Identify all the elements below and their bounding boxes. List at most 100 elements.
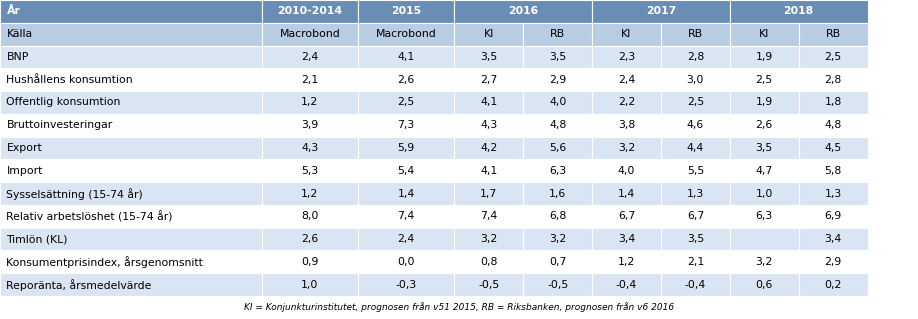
Bar [0, 0, 262, 23]
Text: -0,3: -0,3 [396, 280, 417, 290]
Text: 0,6: 0,6 [756, 280, 773, 290]
Bar [358, 228, 454, 250]
Bar [454, 273, 523, 296]
Text: 2010-2014: 2010-2014 [277, 6, 342, 16]
Text: 0,9: 0,9 [301, 257, 319, 267]
Bar [454, 0, 592, 23]
Bar [730, 182, 799, 205]
Bar [730, 114, 799, 137]
Bar [262, 91, 358, 114]
Bar [523, 46, 592, 68]
Bar [523, 273, 592, 296]
Text: 3,2: 3,2 [756, 257, 773, 267]
Bar [730, 250, 799, 273]
Bar [523, 182, 592, 205]
Text: KI = Konjunkturinstitutet, prognosen från v51 2015, RB = Riksbanken, prognosen f: KI = Konjunkturinstitutet, prognosen frå… [244, 303, 674, 312]
Text: 2017: 2017 [646, 6, 676, 16]
Text: 2,5: 2,5 [756, 75, 773, 85]
Bar [592, 160, 661, 182]
Bar [0, 228, 262, 250]
Bar [262, 46, 358, 68]
Text: RB: RB [825, 29, 841, 39]
Text: 2,8: 2,8 [824, 75, 842, 85]
Bar [358, 182, 454, 205]
Text: 3,5: 3,5 [549, 52, 566, 62]
Text: 3,2: 3,2 [618, 143, 635, 153]
Bar [730, 0, 868, 23]
Text: -0,4: -0,4 [685, 280, 706, 290]
Bar [799, 160, 868, 182]
Text: 2018: 2018 [784, 6, 813, 16]
Bar [0, 68, 262, 91]
Text: 2,6: 2,6 [397, 75, 415, 85]
Bar [454, 91, 523, 114]
Bar [661, 205, 730, 228]
Text: Hushållens konsumtion: Hushållens konsumtion [6, 75, 133, 85]
Text: 2,1: 2,1 [687, 257, 704, 267]
Bar [454, 228, 523, 250]
Text: 2,5: 2,5 [687, 98, 704, 108]
Bar [799, 91, 868, 114]
Text: Export: Export [6, 143, 42, 153]
Bar [730, 46, 799, 68]
Text: 6,7: 6,7 [618, 211, 635, 221]
Text: 2,2: 2,2 [618, 98, 635, 108]
Text: 3,5: 3,5 [480, 52, 498, 62]
Bar [730, 91, 799, 114]
Text: 1,3: 1,3 [824, 189, 842, 198]
Text: 2,9: 2,9 [549, 75, 566, 85]
Text: RB: RB [550, 29, 565, 39]
Text: 6,8: 6,8 [549, 211, 566, 221]
Bar [358, 68, 454, 91]
Bar [358, 114, 454, 137]
Bar [454, 250, 523, 273]
Text: Konsumentprisindex, årsgenomsnitt: Konsumentprisindex, årsgenomsnitt [6, 256, 203, 268]
Bar [262, 160, 358, 182]
Text: 4,6: 4,6 [687, 120, 704, 130]
Bar [661, 182, 730, 205]
Bar [262, 0, 358, 23]
Text: 2,4: 2,4 [397, 234, 415, 244]
Text: 2,1: 2,1 [301, 75, 319, 85]
Text: 5,4: 5,4 [397, 166, 415, 176]
Text: 2015: 2015 [391, 6, 421, 16]
Bar [661, 228, 730, 250]
Text: 6,7: 6,7 [687, 211, 704, 221]
Bar [454, 114, 523, 137]
Text: 5,5: 5,5 [687, 166, 704, 176]
Text: Timlön (KL): Timlön (KL) [6, 234, 68, 244]
Text: 6,9: 6,9 [824, 211, 842, 221]
Bar [661, 68, 730, 91]
Bar [592, 114, 661, 137]
Bar [262, 182, 358, 205]
Bar [730, 205, 799, 228]
Text: 5,3: 5,3 [301, 166, 319, 176]
Text: 3,4: 3,4 [824, 234, 842, 244]
Bar [730, 160, 799, 182]
Bar [799, 137, 868, 160]
Text: 1,8: 1,8 [824, 98, 842, 108]
Text: KI: KI [621, 29, 632, 39]
Text: 0,0: 0,0 [397, 257, 415, 267]
Text: 4,1: 4,1 [397, 52, 415, 62]
Text: 4,0: 4,0 [618, 166, 635, 176]
Text: 7,4: 7,4 [480, 211, 498, 221]
Text: 4,1: 4,1 [480, 98, 498, 108]
Bar [523, 114, 592, 137]
Bar [0, 23, 262, 46]
Bar [592, 46, 661, 68]
Bar [358, 0, 454, 23]
Bar [799, 250, 868, 273]
Text: 4,3: 4,3 [301, 143, 319, 153]
Text: 0,8: 0,8 [480, 257, 498, 267]
Bar [592, 273, 661, 296]
Text: 4,4: 4,4 [687, 143, 704, 153]
Bar [523, 23, 592, 46]
Bar [0, 250, 262, 273]
Text: KI: KI [484, 29, 494, 39]
Bar [799, 228, 868, 250]
Bar [730, 68, 799, 91]
Bar [358, 250, 454, 273]
Text: 4,7: 4,7 [756, 166, 773, 176]
Text: 4,2: 4,2 [480, 143, 498, 153]
